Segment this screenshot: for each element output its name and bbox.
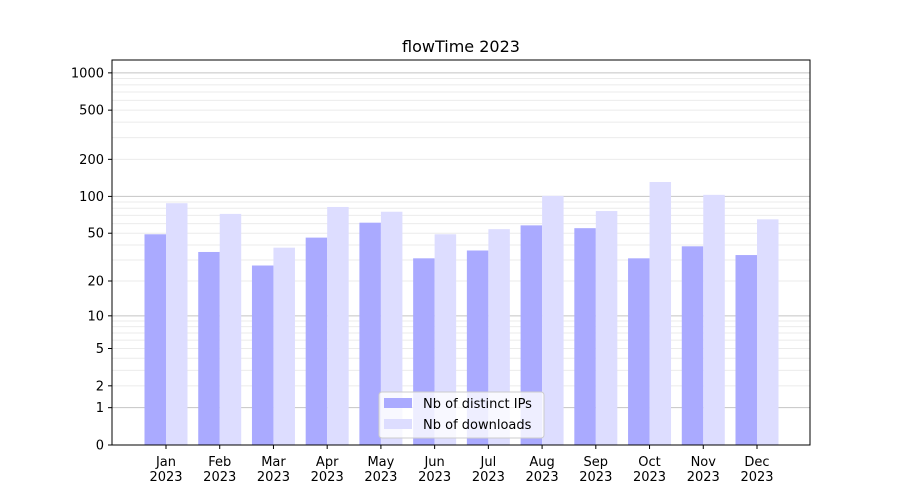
x-tick-label-line: 2023 (203, 470, 236, 485)
x-tick-label-line: 2023 (687, 470, 720, 485)
x-tick-label-line: Jun (423, 455, 444, 470)
y-tick-label: 200 (79, 153, 104, 168)
y-tick-label: 100 (79, 190, 104, 205)
bar-downloads (380, 211, 403, 445)
x-tick-label-line: Jul (480, 455, 497, 470)
x-tick-label: Apr 2023 (311, 455, 344, 485)
x-tick-label-line: Oct (638, 455, 660, 470)
y-tick-label: 10 (87, 309, 104, 324)
bar-distinct-ips (251, 265, 274, 445)
x-tick-label-line: 2023 (633, 470, 666, 485)
x-tick-label-line: 2023 (149, 470, 182, 485)
x-tick-label: Jan 2023 (149, 455, 182, 485)
x-tick-label-line: 2023 (311, 470, 344, 485)
legend-swatch (384, 398, 412, 408)
legend: Nb of distinct IPs Nb of downloads (378, 391, 545, 439)
y-tick-label: 1000 (71, 66, 104, 81)
x-tick-label-line: Nov (691, 455, 717, 470)
x-tick-label: Feb 2023 (203, 455, 236, 485)
x-tick-label: Oct 2023 (633, 455, 666, 485)
x-tick-label-line: 2023 (526, 470, 559, 485)
x-tick-label-line: May (367, 455, 394, 470)
chart-title: flowTime 2023 (402, 37, 520, 56)
bar-downloads (649, 181, 672, 445)
x-tick-label-line: Aug (529, 455, 554, 470)
bar-downloads (488, 229, 510, 445)
bar-downloads (595, 211, 618, 445)
x-tick-label-line: 2023 (740, 470, 773, 485)
x-tick-label: May 2023 (364, 455, 397, 485)
x-tick-label: Dec 2023 (740, 455, 773, 485)
x-tick-label-line: 2023 (418, 470, 451, 485)
legend-box (378, 391, 545, 439)
bar-distinct-ips (628, 258, 650, 445)
bar-downloads (219, 213, 242, 445)
x-tick-label-line: Jan (155, 455, 176, 470)
bar-downloads (273, 247, 295, 445)
y-tick-label: 500 (79, 104, 104, 119)
bar-downloads (703, 194, 725, 445)
x-tick-label-line: 2023 (257, 470, 290, 485)
bar-distinct-ips (520, 225, 543, 445)
x-tick-label-line: Feb (208, 455, 231, 470)
x-tick-label-line: Apr (316, 455, 339, 470)
y-tick-label: 20 (87, 275, 104, 290)
y-tick-label: 1 (96, 401, 104, 416)
x-tick-label-line: 2023 (364, 470, 397, 485)
bar-distinct-ips (198, 251, 220, 445)
bar-downloads (166, 203, 188, 445)
x-tick-label: Nov 2023 (687, 455, 720, 485)
x-tick-label-line: Dec (744, 455, 769, 470)
x-tick-label-line: Sep (584, 455, 609, 470)
y-tick-label: 0 (96, 439, 104, 454)
x-tick-label: Aug 2023 (526, 455, 559, 485)
bar-distinct-ips (681, 246, 704, 445)
bar-distinct-ips (735, 255, 757, 445)
bar-downloads (757, 219, 779, 445)
bar-downloads (327, 206, 349, 445)
x-tick-label: Jul 2023 (472, 455, 505, 485)
bar-distinct-ips (144, 234, 166, 445)
y-tick-label: 50 (87, 227, 104, 242)
legend-label: Nb of downloads (423, 418, 532, 433)
x-tick-label: Sep 2023 (579, 455, 612, 485)
x-tick-label-line: Mar (261, 455, 286, 470)
bar-distinct-ips (359, 222, 381, 445)
y-tick-label: 5 (96, 342, 104, 357)
bar-downloads (542, 195, 564, 445)
x-tick-label-line: 2023 (579, 470, 612, 485)
plot-frame (111, 59, 811, 446)
x-tick-label: Jun 2023 (418, 455, 451, 485)
bar-distinct-ips (574, 228, 596, 445)
bar-distinct-ips (305, 237, 328, 445)
y-tick-label: 2 (96, 379, 104, 394)
x-tick-label-line: 2023 (472, 470, 505, 485)
legend-swatch (384, 419, 412, 429)
x-tick-label: Mar 2023 (257, 455, 290, 485)
legend-label: Nb of distinct IPs (423, 397, 532, 412)
